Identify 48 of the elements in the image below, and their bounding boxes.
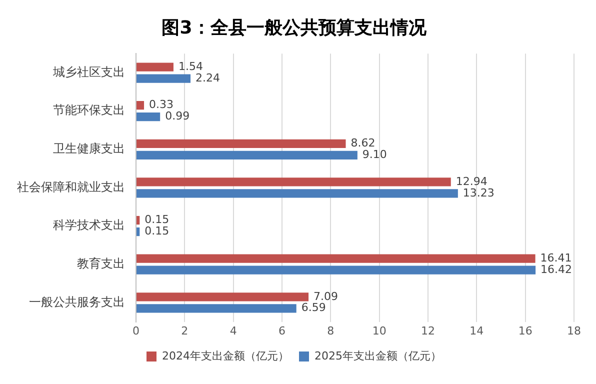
- x-tick-label: 16: [518, 324, 532, 338]
- data-label: 0.15: [144, 224, 170, 238]
- data-label: 16.41: [540, 251, 572, 264]
- x-tick-label: 10: [372, 324, 386, 338]
- data-label: 9.10: [362, 148, 387, 161]
- chart-title: 图3：全县一般公共预算支出情况: [162, 17, 428, 38]
- bar: [136, 178, 451, 186]
- data-label: 0.99: [165, 110, 190, 123]
- x-tick-label: 18: [567, 324, 581, 338]
- x-tick-label: 2: [181, 324, 188, 338]
- data-label: 16.42: [540, 262, 572, 276]
- bar: [136, 189, 458, 198]
- bar: [136, 74, 191, 83]
- x-tick-label: 4: [230, 324, 237, 338]
- x-tick-label: 12: [421, 324, 435, 338]
- x-tick-label: 14: [470, 324, 484, 338]
- x-tick-label: 8: [327, 324, 334, 338]
- y-tick-label: 一般公共服务支出: [29, 294, 125, 309]
- legend-label: 2024年支出金额（亿元）: [162, 349, 290, 362]
- bar: [136, 266, 536, 274]
- legend-label: 2025年支出金额（亿元）: [314, 349, 442, 362]
- bar: [136, 139, 346, 148]
- data-label: 12.94: [456, 174, 488, 188]
- data-label: 2.24: [196, 71, 220, 84]
- bar: [136, 112, 160, 122]
- bar: [136, 150, 358, 160]
- x-tick-label: 0: [132, 324, 140, 338]
- data-label: 1.54: [178, 60, 203, 73]
- bar: [136, 62, 174, 72]
- data-label: 13.23: [462, 186, 494, 200]
- data-label: 7.09: [314, 290, 338, 303]
- bar: [136, 101, 144, 110]
- y-tick-label: 城乡社区支出: [52, 64, 125, 79]
- bar: [136, 304, 296, 313]
- bar: [136, 227, 140, 236]
- bar: [136, 254, 536, 263]
- y-tick-label: 社会保障和就业支出: [17, 180, 125, 194]
- data-label: 0.33: [149, 98, 174, 112]
- data-label: 0.15: [144, 213, 170, 226]
- bar: [136, 216, 140, 225]
- y-tick-label: 教育支出: [77, 256, 125, 270]
- y-tick-label: 卫生健康支出: [53, 142, 125, 156]
- x-tick-label: 6: [278, 324, 286, 338]
- bar: [136, 292, 309, 302]
- y-tick-label: 节能环保支出: [53, 103, 125, 118]
- data-label: 8.62: [350, 136, 376, 150]
- data-label: 6.59: [301, 301, 326, 314]
- y-tick-label: 科学技术支出: [53, 218, 125, 232]
